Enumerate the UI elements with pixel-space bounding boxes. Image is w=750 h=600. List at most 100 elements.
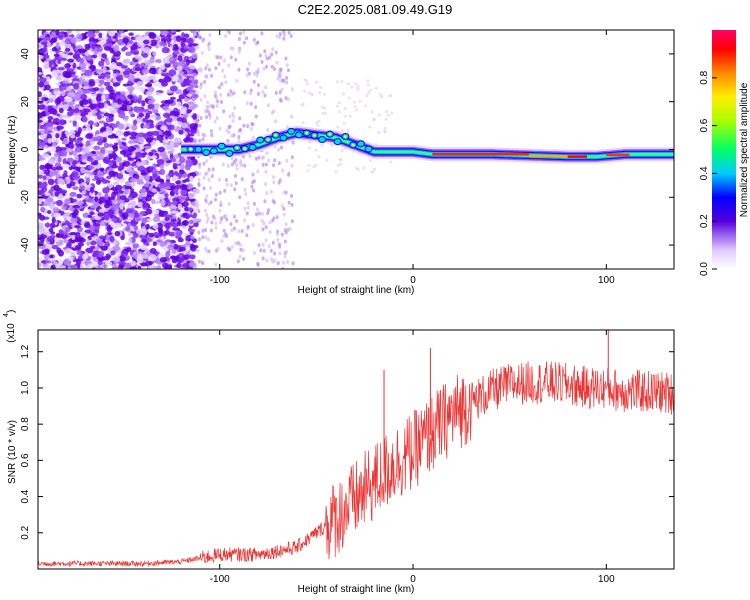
heatmap-cell <box>256 262 260 267</box>
heatmap-cell <box>203 79 207 84</box>
heatmap-cell <box>79 100 85 106</box>
heatmap-cell <box>196 207 200 212</box>
heatmap-cell <box>246 205 250 210</box>
heatmap-cell <box>79 231 88 238</box>
heatmap-cell <box>101 53 108 59</box>
colorbar-tick-label: 0.4 <box>699 166 710 180</box>
heatmap-cell <box>120 104 128 111</box>
heatmap-cell <box>237 138 241 143</box>
heatmap-cell <box>254 105 258 110</box>
heatmap-cell <box>217 85 221 90</box>
heatmap-cell <box>306 169 310 173</box>
heatmap-cell <box>83 170 90 175</box>
heatmap-cell <box>125 225 131 232</box>
heatmap-cell <box>50 231 56 235</box>
heatmap-cell <box>156 134 164 141</box>
heatmap-cell <box>84 173 91 179</box>
heatmap-cell <box>137 265 142 269</box>
heatmap-cell <box>179 169 186 175</box>
heatmap-cell <box>120 94 125 101</box>
heatmap-cell <box>72 82 80 90</box>
heatmap-cell <box>135 73 142 78</box>
heatmap-cell <box>220 216 224 221</box>
heatmap-cell <box>188 219 194 225</box>
heatmap-cell <box>80 166 85 174</box>
ridge-blob-core <box>235 146 239 150</box>
heatmap-cell <box>138 195 143 199</box>
heatmap-cell <box>152 51 157 56</box>
heatmap-cell <box>231 111 235 116</box>
heatmap-cell <box>78 89 85 95</box>
heatmap-cell <box>41 74 47 78</box>
heatmap-cell <box>312 165 316 169</box>
snr-ylabel: SNR (10 * v/v) <box>7 420 18 484</box>
heatmap-cell <box>240 177 244 182</box>
heatmap-cell <box>352 100 356 104</box>
heatmap-cell <box>49 254 54 259</box>
heatmap-cell <box>181 108 187 115</box>
heatmap-cell <box>252 251 256 256</box>
heatmap-cell <box>210 133 214 138</box>
heatmap-cell <box>239 247 243 252</box>
heatmap-cell <box>239 127 243 132</box>
heatmap-cell <box>66 82 73 87</box>
heatmap-cell <box>121 47 126 52</box>
heatmap-cell <box>189 243 195 250</box>
heatmap-cell <box>46 210 52 215</box>
heatmap-cell <box>174 137 179 143</box>
heatmap-cell <box>133 85 141 90</box>
heatmap-cell <box>68 137 77 142</box>
heatmap-cell <box>139 188 147 194</box>
heatmap-cell <box>246 67 250 72</box>
heatmap-cell <box>91 43 96 50</box>
heatmap-cell <box>377 130 381 134</box>
snr-ytick-label: 1.2 <box>20 344 31 358</box>
heatmap-cell <box>107 247 113 252</box>
heatmap-cell <box>47 116 54 121</box>
heatmap-cell <box>206 100 210 105</box>
heatmap-cell <box>134 55 142 60</box>
heatmap-cell <box>363 104 367 108</box>
heatmap-cell <box>111 102 119 109</box>
heatmap-cell <box>370 110 374 114</box>
snr-ticks: -100 0 100 0.2 0.4 0.6 0.8 1.0 1.2 <box>20 330 674 585</box>
heatmap-cell <box>204 66 208 71</box>
heatmap-cell <box>94 30 100 34</box>
heatmap-cell <box>214 226 218 231</box>
heatmap-cell <box>153 200 161 205</box>
heatmap-cell <box>277 35 281 40</box>
heatmap-cell <box>135 36 144 44</box>
heatmap-cell <box>154 213 160 220</box>
heatmap-cell <box>129 266 135 269</box>
heatmap-cell <box>119 195 127 200</box>
heatmap-cell <box>192 43 199 47</box>
heatmap-cell <box>228 114 232 119</box>
heatmap-cell <box>230 134 234 139</box>
heatmap-cell <box>229 222 233 227</box>
heatmap-cell <box>278 78 282 83</box>
heatmap-cell <box>55 98 62 105</box>
heatmap-cell <box>317 155 321 159</box>
heatmap-cell <box>164 193 169 198</box>
heatmap-cell <box>94 196 99 202</box>
heatmap-cell <box>102 256 110 261</box>
heatmap-cell <box>181 32 186 39</box>
spectrogram-ridge <box>176 125 674 164</box>
heatmap-cell <box>156 58 162 64</box>
heatmap-cell <box>66 216 72 220</box>
heatmap-cell <box>81 74 86 80</box>
heatmap-cell <box>197 177 201 182</box>
heatmap-cell <box>61 54 69 59</box>
heatmap-cell <box>137 201 143 208</box>
heatmap-cell <box>162 105 169 111</box>
heatmap-cell <box>50 37 58 42</box>
heatmap-cell <box>196 201 200 206</box>
heatmap-cell <box>159 168 166 176</box>
heatmap-cell <box>121 137 127 141</box>
heatmap-cell <box>94 79 99 84</box>
heatmap-cell <box>218 190 222 195</box>
heatmap-cell <box>204 235 208 240</box>
heatmap-cell <box>205 193 209 198</box>
heatmap-cell <box>109 220 115 228</box>
heatmap-cell <box>129 61 134 66</box>
